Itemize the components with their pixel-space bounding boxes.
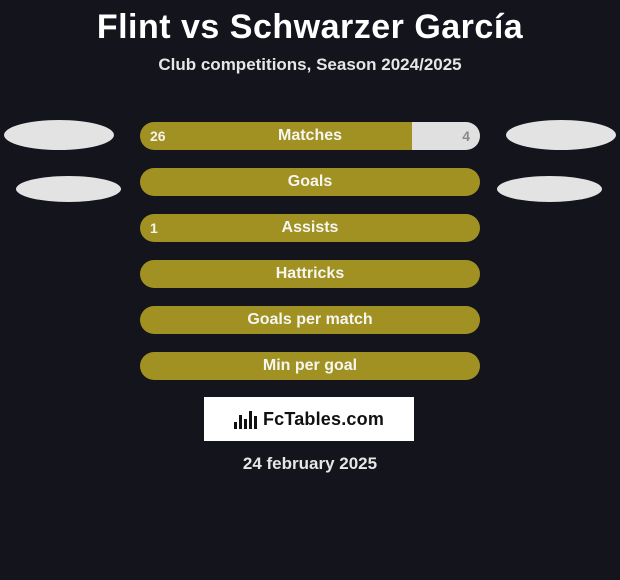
player-left-avatar-shadow-2 xyxy=(16,176,121,202)
bar-segment-left xyxy=(140,260,480,288)
bar-goals: Goals xyxy=(140,168,480,196)
bar-hattricks: Hattricks xyxy=(140,260,480,288)
bar-segment-left xyxy=(140,168,480,196)
bar-track xyxy=(140,352,480,380)
bar-min-per-goal: Min per goal xyxy=(140,352,480,380)
source-logo: FcTables.com xyxy=(204,397,414,441)
page-title: Flint vs Schwarzer García xyxy=(0,0,620,47)
snapshot-date: 24 february 2025 xyxy=(0,454,620,474)
page-subtitle: Club competitions, Season 2024/2025 xyxy=(0,55,620,75)
bar-value-left: 26 xyxy=(140,122,176,150)
bar-assists: Assists1 xyxy=(140,214,480,242)
player-right-avatar-shadow-2 xyxy=(497,176,602,202)
bar-track xyxy=(140,122,480,150)
bar-track xyxy=(140,214,480,242)
bar-track xyxy=(140,260,480,288)
source-logo-text: FcTables.com xyxy=(263,409,384,430)
bar-value-right: 4 xyxy=(452,122,480,150)
bar-segment-left xyxy=(140,214,480,242)
comparison-bars: Matches264GoalsAssists1HattricksGoals pe… xyxy=(140,122,480,398)
comparison-infographic: { "header": { "title": "Flint vs Schwarz… xyxy=(0,0,620,580)
bar-segment-left xyxy=(140,306,480,334)
bar-value-left: 1 xyxy=(140,214,168,242)
bar-goals-per-match: Goals per match xyxy=(140,306,480,334)
bar-chart-icon xyxy=(234,409,257,429)
bar-segment-left xyxy=(140,122,412,150)
player-right-avatar-shadow-1 xyxy=(506,120,616,150)
bar-track xyxy=(140,306,480,334)
bar-track xyxy=(140,168,480,196)
player-left-avatar-shadow-1 xyxy=(4,120,114,150)
bar-matches: Matches264 xyxy=(140,122,480,150)
bar-segment-left xyxy=(140,352,480,380)
